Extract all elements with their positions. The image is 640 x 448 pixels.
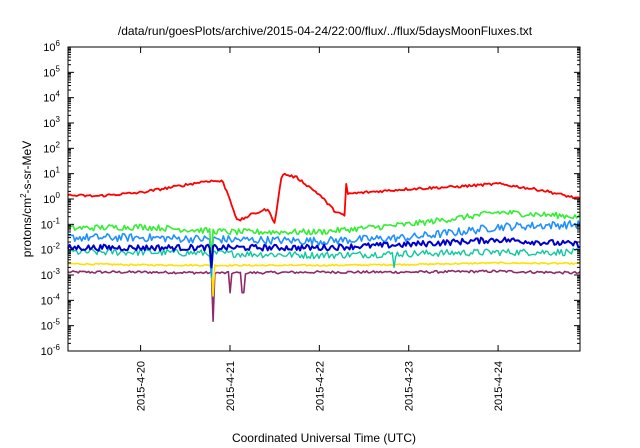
y-axis-label-post: -s-sr-MeV [20, 141, 34, 194]
y-tick-exponent: -1 [53, 216, 61, 225]
x-tick-label: 2015-4-23 [404, 361, 416, 411]
flux-series-line [67, 261, 581, 297]
y-tick-exponent: 3 [56, 115, 61, 124]
y-axis-label: protons/cm2-s-sr-MeV [19, 141, 34, 257]
y-tick-base: 10 [41, 321, 53, 333]
y-tick-exponent: -6 [53, 343, 61, 352]
y-tick-label: 104 [43, 90, 60, 105]
y-tick-exponent: -4 [53, 292, 61, 301]
y-tick-exponent: 1 [56, 166, 61, 175]
x-tick-label: 2015-4-21 [225, 361, 237, 411]
y-tick-exponent: 4 [56, 90, 61, 99]
y-tick-label: 105 [43, 64, 60, 79]
y-tick-exponent: -2 [53, 242, 61, 251]
y-tick-label: 10-5 [41, 318, 61, 333]
y-axis-label-pre: protons/cm [20, 198, 34, 257]
y-tick-base: 10 [41, 245, 53, 257]
flux-series-line [67, 247, 581, 279]
y-tick-base: 10 [41, 346, 53, 358]
y-tick-exponent: 0 [56, 191, 61, 200]
y-tick-label: 100 [43, 191, 60, 206]
y-tick-base: 10 [43, 143, 55, 155]
y-tick-base: 10 [43, 169, 55, 181]
y-tick-exponent: -3 [53, 267, 61, 276]
flux-series-line [67, 220, 581, 276]
y-axis-label-sup: 2 [19, 193, 28, 198]
y-tick-label: 10-6 [41, 343, 61, 358]
x-tick-label: 2015-4-22 [314, 361, 326, 411]
y-tick-label: 106 [43, 39, 60, 54]
y-tick-exponent: -5 [53, 318, 61, 327]
y-tick-label: 10-1 [41, 216, 61, 231]
y-tick-label: 101 [43, 166, 60, 181]
x-tick-label: 2015-4-20 [136, 361, 148, 411]
series-layer [67, 172, 581, 323]
y-tick-base: 10 [43, 42, 55, 54]
y-tick-label: 10-2 [41, 242, 61, 257]
y-tick-exponent: 6 [56, 39, 61, 48]
y-tick-base: 10 [43, 67, 55, 79]
x-tick-label: 2015-4-24 [493, 361, 505, 411]
y-tick-base: 10 [41, 295, 53, 307]
y-tick-exponent: 2 [56, 140, 61, 149]
x-axis: 2015-4-20 2015-4-21 2015-4-22 2015-4-23 2015… [136, 47, 505, 411]
y-tick-label: 10-4 [41, 292, 61, 307]
flux-series-line [67, 236, 581, 269]
x-axis-label: Coordinated Universal Time (UTC) [232, 431, 416, 445]
y-tick-base: 10 [43, 93, 55, 105]
y-tick-base: 10 [41, 219, 53, 231]
y-axis: 10-610-510-410-310-210-11001011021031041… [41, 39, 580, 358]
y-tick-base: 10 [43, 118, 55, 130]
y-tick-label: 102 [43, 140, 60, 155]
y-tick-label: 103 [43, 115, 60, 130]
flux-series-line [67, 269, 581, 323]
y-tick-base: 10 [43, 194, 55, 206]
flux-series-line [67, 172, 581, 224]
chart-title: /data/run/goesPlots/archive/2015-04-24/2… [118, 24, 533, 38]
y-tick-base: 10 [41, 270, 53, 282]
y-tick-exponent: 5 [56, 64, 61, 73]
flux-series-line [67, 209, 581, 261]
y-tick-label: 10-3 [41, 267, 61, 282]
